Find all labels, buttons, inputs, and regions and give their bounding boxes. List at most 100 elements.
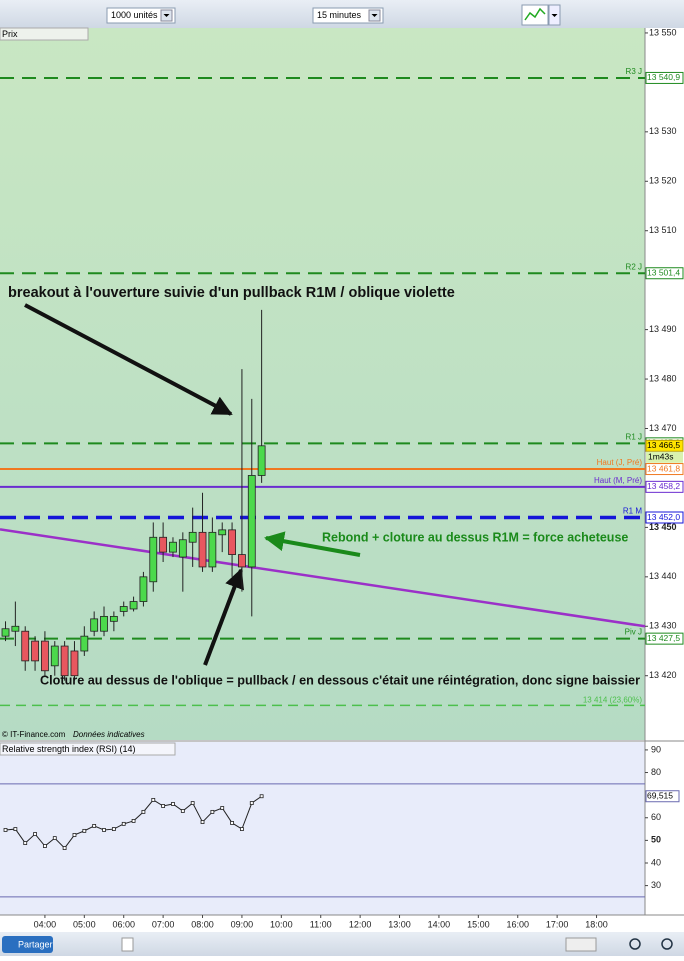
rsi-point [151, 797, 156, 802]
dropdown-arrow [371, 14, 378, 17]
candle-body [257, 445, 266, 476]
rsi-panel [0, 742, 645, 915]
rsi-point [190, 801, 195, 805]
y-tick-label: 13 530 [649, 126, 677, 136]
price-tag [645, 439, 684, 452]
interval-select[interactable] [312, 7, 384, 24]
candle-body [198, 531, 207, 568]
candle-body [247, 475, 256, 568]
level-value: 13 501,4 [647, 267, 680, 277]
y-tick-label: 13 450 [649, 522, 677, 532]
annotation: Rebond + cloture au dessus R1M = force a… [322, 530, 628, 544]
y-tick-label: 13 440 [649, 571, 677, 581]
x-tick-label: 10:00 [270, 919, 293, 929]
y-tick-label: 50 [651, 835, 661, 845]
zoom-out[interactable] [629, 938, 641, 950]
source: © IT-Finance.com [2, 730, 66, 739]
x-tick-label: 11:00 [310, 919, 332, 929]
candle-body [238, 554, 246, 568]
y-tick-label: 30 [651, 880, 661, 890]
scroll-left[interactable] [121, 937, 134, 952]
countdown-tag [646, 451, 683, 463]
candle-body [11, 625, 20, 632]
level-name: R3 J [626, 67, 642, 76]
rsi-point [23, 841, 28, 845]
candle-body [70, 650, 79, 677]
candle-body [119, 606, 128, 612]
arrow [24, 303, 233, 416]
x-tick-label: 04:00 [34, 919, 57, 929]
candle-body [159, 536, 168, 553]
scroll-right[interactable] [565, 937, 597, 952]
candle-body [90, 618, 99, 632]
candle-body [169, 541, 177, 553]
level-name: R1 M [623, 507, 642, 516]
plot [0, 76, 645, 707]
panel-header [0, 27, 89, 41]
level-name: Haut (M, Pré) [594, 476, 642, 485]
rsi-point [131, 819, 136, 823]
rsi-point [259, 794, 264, 799]
level-tag [645, 511, 684, 524]
candle-body [139, 576, 148, 602]
arrow [264, 531, 361, 557]
y-tick-label: 13 480 [649, 373, 677, 383]
y-tick-label: 13 490 [649, 324, 677, 334]
y-tick-label: 40 [651, 857, 661, 867]
dropdown-arrow [551, 14, 558, 17]
rsi-point [200, 820, 205, 824]
y-tick-label: 90 [651, 744, 661, 754]
rsi-point [240, 827, 244, 831]
rsi-point [43, 844, 47, 848]
rsi-point [230, 821, 234, 825]
candle-body [228, 529, 236, 555]
y-tick-label: 13 550 [649, 27, 677, 37]
candle-body [149, 536, 158, 583]
level-name: R1 J [626, 432, 642, 441]
trendline [0, 528, 646, 628]
candle-body [178, 539, 187, 558]
units-select[interactable] [106, 7, 176, 24]
candle-body [21, 630, 30, 662]
countdown: 1m43s [648, 452, 674, 462]
annotation: breakout à l'ouverture suivie d'un pullb… [8, 285, 455, 301]
rsi-point [13, 827, 18, 831]
rsi-point [82, 828, 87, 833]
y-tick-label: 13 420 [649, 670, 677, 680]
units-text: 1000 unités [111, 10, 158, 20]
rsi-point [3, 828, 8, 832]
y-tick-label: 80 [651, 767, 661, 777]
x-tick-label: 07:00 [152, 919, 175, 929]
candle-body [208, 531, 217, 568]
y-tick-label: 13 430 [649, 621, 677, 631]
rsi-point [210, 809, 215, 814]
level-tag [645, 267, 684, 280]
zoom-in[interactable] [661, 938, 673, 950]
note: Données indicatives [73, 730, 145, 739]
price-panel [0, 28, 645, 740]
level-tag [645, 632, 684, 645]
rsi-point [121, 821, 126, 826]
share-button[interactable] [2, 936, 53, 953]
y-tick-label: 13 510 [649, 225, 677, 235]
panel-header [0, 742, 176, 756]
level-name: R2 J [626, 262, 642, 271]
panel-title: Prix [2, 29, 18, 39]
level-value: 13 427,5 [647, 633, 680, 643]
rsi-point [72, 833, 77, 837]
rsi-point [249, 801, 254, 805]
rsi-point [111, 827, 116, 831]
candle-body [31, 640, 39, 662]
dropdown-arrow [163, 14, 170, 17]
level-value: 13 458,2 [647, 481, 680, 491]
value-tag [645, 790, 680, 803]
x-tick-label: 12:00 [349, 919, 372, 929]
y-tick-label: 60 [651, 812, 661, 822]
rsi-last: 69,515 [647, 790, 673, 800]
candle-body [50, 645, 59, 667]
chart-type-button[interactable] [521, 4, 549, 26]
interval-text: 15 minutes [317, 10, 362, 20]
candle-body [80, 635, 89, 652]
level-tag [645, 71, 684, 84]
